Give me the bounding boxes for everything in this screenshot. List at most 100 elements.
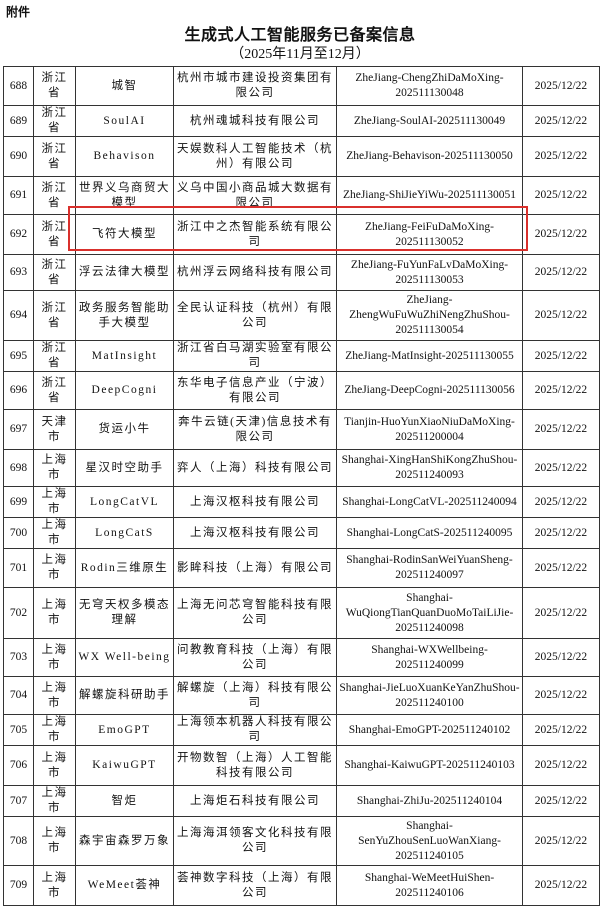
- registration-table: 688 浙江省 城智 杭州市城市建设投资集团有限公司 ZheJiang-ChengZhi…: [3, 66, 600, 906]
- date-cell: 2025/12/22: [522, 587, 600, 639]
- row-number: 705: [3, 714, 34, 746]
- table-row: 703 上海市 WX Well-being 问教教育科技（上海）有限公司 Shangha…: [3, 638, 600, 677]
- row-number: 704: [3, 676, 34, 715]
- document-title: 生成式人工智能服务已备案信息: [184, 27, 416, 44]
- row-number: 701: [3, 548, 34, 588]
- date-cell: 2025/12/22: [522, 548, 600, 588]
- date-cell: 2025/12/22: [522, 865, 600, 906]
- service-name-cell: DeepCogni: [75, 371, 174, 410]
- company-cell: 上海汉枢科技有限公司: [173, 517, 337, 549]
- region-cell: 上海市: [33, 785, 76, 817]
- company-cell: 全民认证科技（杭州）有限公司: [173, 290, 337, 341]
- company-cell: 义乌中国小商品城大数据有限公司: [173, 176, 337, 215]
- company-cell: 杭州市城市建设投资集团有限公司: [173, 66, 337, 106]
- registration-code-cell: Shanghai-LongCatS-202511240095: [336, 517, 523, 549]
- company-cell: 解螺旋（上海）科技有限公司: [173, 676, 337, 715]
- company-cell: 东华电子信息产业（宁波）有限公司: [173, 371, 337, 410]
- table-row: 695 浙江省 MatInsight 浙江省白马湖实验室有限公司 ZheJiang-Ma…: [3, 340, 600, 372]
- date-cell: 2025/12/22: [522, 371, 600, 410]
- region-cell: 浙江省: [33, 66, 76, 106]
- registration-code-cell: Shanghai-LongCatVL-202511240094: [336, 486, 523, 518]
- date-cell: 2025/12/22: [522, 105, 600, 137]
- table-row: 701 上海市 Rodin三维原生 影眸科技（上海）有限公司 Shanghai-Rodi…: [3, 548, 600, 588]
- attachment-label: 附件: [6, 5, 31, 19]
- registration-code-cell: Shanghai-WeMeetHuiShen-202511240106: [336, 865, 523, 906]
- region-cell: 浙江省: [33, 176, 76, 215]
- registration-code-cell: Shanghai-WuQiongTianQuanDuoMoTaiLiJie-20…: [336, 587, 523, 639]
- table-row: 698 上海市 星汉时空助手 弈人（上海）科技有限公司 Shanghai-XingHan…: [3, 449, 600, 487]
- document-subtitle: （2025年11月至12月）: [230, 47, 370, 62]
- row-number: 693: [3, 254, 34, 291]
- registration-code-cell: Shanghai-JieLuoXuanKeYanZhuShou-20251124…: [336, 676, 523, 715]
- region-cell: 浙江省: [33, 254, 76, 291]
- table-row: 709 上海市 WeMeet荟神 荟神数字科技（上海）有限公司 Shanghai-WeM…: [3, 865, 600, 906]
- region-cell: 上海市: [33, 638, 76, 677]
- company-cell: 上海海洱领客文化科技有限公司: [173, 816, 337, 866]
- date-cell: 2025/12/22: [522, 714, 600, 746]
- registration-code-cell: Shanghai-WXWellbeing-202511240099: [336, 638, 523, 677]
- table-row: 702 上海市 无穹天权多模态理解 上海无问芯穹智能科技有限公司 Shanghai-Wu…: [3, 587, 600, 639]
- registration-code-cell: Shanghai-SenYuZhouSenLuoWanXiang-2025112…: [336, 816, 523, 866]
- row-number: 688: [3, 66, 34, 106]
- table-row: 706 上海市 KaiwuGPT 开物数智（上海）人工智能科技有限公司 Shanghai…: [3, 745, 600, 786]
- row-number: 708: [3, 816, 34, 866]
- table-row: 699 上海市 LongCatVL 上海汉枢科技有限公司 Shanghai-LongCa…: [3, 486, 600, 518]
- table-row: 690 浙江省 Behavison 天娱数科人工智能技术（杭州）有限公司 ZheJian…: [3, 136, 600, 177]
- region-cell: 浙江省: [33, 214, 76, 255]
- registration-code-cell: Shanghai-XingHanShiKongZhuShou-202511240…: [336, 449, 523, 487]
- registration-code-cell: ZheJiang-ZhengWuFuWuZhiNengZhuShou-20251…: [336, 290, 523, 341]
- company-cell: 上海炬石科技有限公司: [173, 785, 337, 817]
- region-cell: 浙江省: [33, 371, 76, 410]
- table-row: 692 浙江省 飞符大模型 浙江中之杰智能系统有限公司 ZheJiang-FeiFuDa…: [3, 214, 600, 255]
- company-cell: 上海无问芯穹智能科技有限公司: [173, 587, 337, 639]
- region-cell: 上海市: [33, 486, 76, 518]
- registration-code-cell: Shanghai-ZhiJu-202511240104: [336, 785, 523, 817]
- date-cell: 2025/12/22: [522, 449, 600, 487]
- service-name-cell: 城智: [75, 66, 174, 106]
- company-cell: 天娱数科人工智能技术（杭州）有限公司: [173, 136, 337, 177]
- service-name-cell: 政务服务智能助手大模型: [75, 290, 174, 341]
- service-name-cell: WX Well-being: [75, 638, 174, 677]
- table-row: 691 浙江省 世界义乌商贸大模型 义乌中国小商品城大数据有限公司 ZheJiang-S…: [3, 176, 600, 215]
- date-cell: 2025/12/22: [522, 254, 600, 291]
- service-name-cell: MatInsight: [75, 340, 174, 372]
- region-cell: 浙江省: [33, 340, 76, 372]
- service-name-cell: LongCatS: [75, 517, 174, 549]
- registration-code-cell: Tianjin-HuoYunXiaoNiuDaMoXing-2025112000…: [336, 409, 523, 450]
- table-row: 697 天津市 货运小牛 奔牛云链(天津)信息技术有限公司 Tianjin-HuoYun…: [3, 409, 600, 450]
- region-cell: 浙江省: [33, 290, 76, 341]
- row-number: 709: [3, 865, 34, 906]
- date-cell: 2025/12/22: [522, 517, 600, 549]
- date-cell: 2025/12/22: [522, 176, 600, 215]
- row-number: 695: [3, 340, 34, 372]
- service-name-cell: 浮云法律大模型: [75, 254, 174, 291]
- service-name-cell: 飞符大模型: [75, 214, 174, 255]
- region-cell: 上海市: [33, 745, 76, 786]
- row-number: 697: [3, 409, 34, 450]
- region-cell: 上海市: [33, 676, 76, 715]
- region-cell: 上海市: [33, 587, 76, 639]
- row-number: 689: [3, 105, 34, 137]
- row-number: 706: [3, 745, 34, 786]
- company-cell: 上海汉枢科技有限公司: [173, 486, 337, 518]
- company-cell: 浙江省白马湖实验室有限公司: [173, 340, 337, 372]
- company-cell: 上海领本机器人科技有限公司: [173, 714, 337, 746]
- service-name-cell: LongCatVL: [75, 486, 174, 518]
- registration-code-cell: ZheJiang-MatInsight-202511130055: [336, 340, 523, 372]
- service-name-cell: Behavison: [75, 136, 174, 177]
- registration-code-cell: ZheJiang-Behavison-202511130050: [336, 136, 523, 177]
- service-name-cell: KaiwuGPT: [75, 745, 174, 786]
- table-row: 688 浙江省 城智 杭州市城市建设投资集团有限公司 ZheJiang-ChengZhi…: [3, 66, 600, 106]
- row-number: 690: [3, 136, 34, 177]
- company-cell: 杭州浮云网络科技有限公司: [173, 254, 337, 291]
- registration-code-cell: Shanghai-KaiwuGPT-202511240103: [336, 745, 523, 786]
- region-cell: 浙江省: [33, 136, 76, 177]
- registration-code-cell: ZheJiang-ChengZhiDaMoXing-202511130048: [336, 66, 523, 106]
- date-cell: 2025/12/22: [522, 290, 600, 341]
- registration-code-cell: Shanghai-RodinSanWeiYuanSheng-2025112400…: [336, 548, 523, 588]
- service-name-cell: 智炬: [75, 785, 174, 817]
- service-name-cell: 无穹天权多模态理解: [75, 587, 174, 639]
- table-row: 708 上海市 森宇宙森罗万象 上海海洱领客文化科技有限公司 Shanghai-SenY…: [3, 816, 600, 866]
- date-cell: 2025/12/22: [522, 136, 600, 177]
- table-row: 700 上海市 LongCatS 上海汉枢科技有限公司 Shanghai-LongCat…: [3, 517, 600, 549]
